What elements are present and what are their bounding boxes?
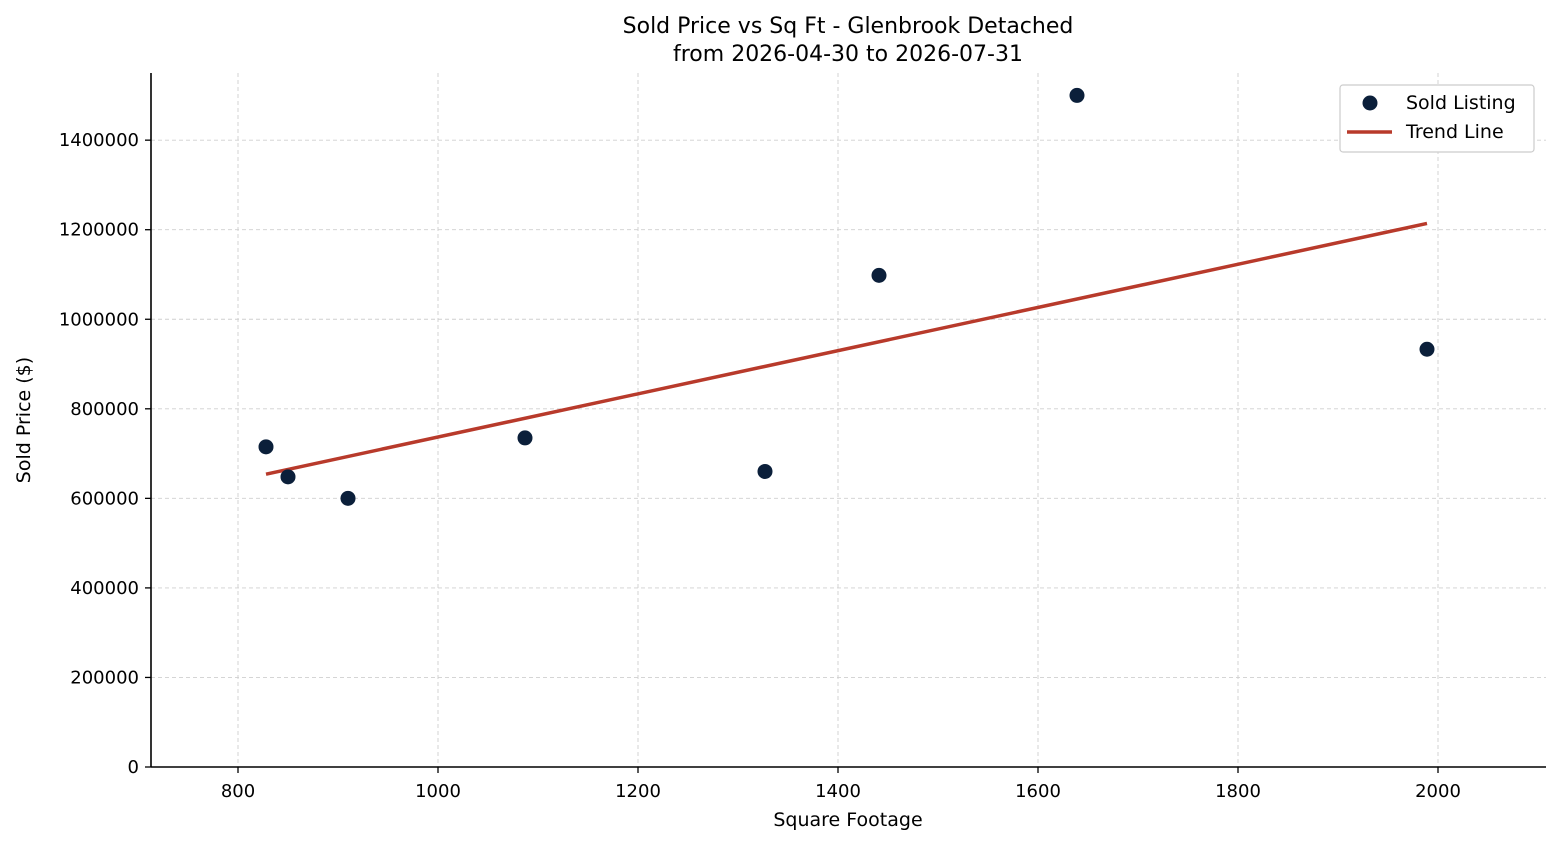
- y-tick-label: 800000: [70, 399, 139, 420]
- x-tick-label: 1800: [1215, 781, 1261, 802]
- sold-listing-point: [1069, 87, 1085, 103]
- legend: Sold Listing Trend Line: [1339, 84, 1535, 153]
- y-tick-label: 400000: [70, 578, 139, 599]
- x-tick-label: 1000: [415, 781, 461, 802]
- chart-title: Sold Price vs Sq Ft - Glenbrook Detached: [623, 14, 1074, 39]
- axes: [150, 73, 1546, 768]
- y-ticks: 0 200000 400000 600000 800000 1000000 1200000 1…: [59, 130, 151, 778]
- trend-line: [265, 221, 1428, 476]
- series: [258, 87, 1435, 506]
- legend-label-sold-listing: Sold Listing: [1406, 92, 1516, 114]
- legend-marker-sold-listing: [1362, 95, 1378, 111]
- sold-listing-point: [280, 469, 296, 485]
- grid: [151, 73, 1546, 768]
- sold-listing-point: [1419, 341, 1435, 357]
- x-tick-label: 800: [221, 781, 255, 802]
- y-tick-label: 0: [128, 757, 139, 778]
- legend-label-trend-line: Trend Line: [1405, 121, 1504, 143]
- y-axis-label: Sold Price ($): [13, 357, 35, 483]
- sold-listing-point: [258, 439, 274, 455]
- y-tick-label: 600000: [70, 488, 139, 509]
- chart-subtitle: from 2026-04-30 to 2026-07-31: [673, 42, 1023, 67]
- sold-listing-point: [757, 463, 773, 479]
- y-tick-label: 1000000: [59, 309, 139, 330]
- sold-listing-point: [871, 267, 887, 283]
- y-tick-label: 1400000: [59, 130, 139, 151]
- y-tick-label: 1200000: [59, 220, 139, 241]
- sold-listing-point: [340, 490, 356, 506]
- x-tick-label: 1400: [815, 781, 861, 802]
- x-tick-label: 2000: [1415, 781, 1461, 802]
- legend-box: [1339, 84, 1535, 153]
- x-axis-label: Square Footage: [773, 809, 922, 831]
- y-tick-label: 200000: [70, 667, 139, 688]
- x-tick-label: 1200: [615, 781, 661, 802]
- sold-listing-point: [517, 430, 533, 446]
- x-tick-label: 1600: [1015, 781, 1061, 802]
- x-ticks: 800 1000 1200 1400 1600 1800 2000: [221, 767, 1461, 802]
